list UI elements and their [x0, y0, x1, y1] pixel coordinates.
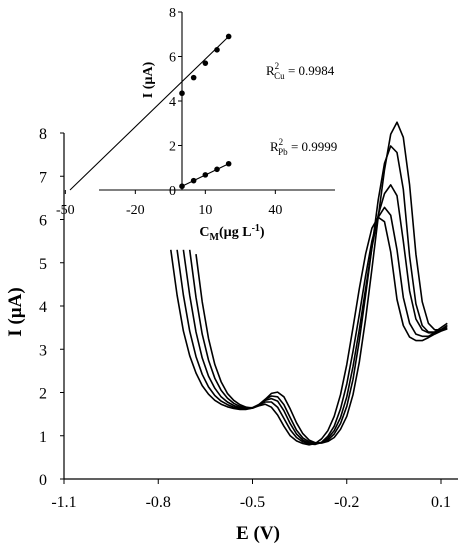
voltammogram-curve-5 — [170, 216, 448, 446]
main-y-tick-label: 8 — [39, 126, 47, 143]
main-y-tick-label: 5 — [39, 256, 47, 273]
inset-x-tick-label: -20 — [126, 203, 145, 218]
main-y-tick-label: 3 — [39, 342, 47, 359]
main-y-axis-label: I (µA) — [5, 287, 26, 336]
inset-x-label-rest: (µg L — [219, 225, 252, 240]
point-cu — [225, 33, 232, 40]
main-y-tick-label: 7 — [39, 169, 47, 186]
r2-cu-annotation: R2 Cu = 0.9984 — [266, 61, 335, 81]
r2-cu-base: R — [266, 63, 275, 78]
main-x-tick-label: -0.2 — [334, 494, 359, 511]
point-cu — [214, 47, 220, 53]
point-pb — [179, 183, 185, 190]
point-pb — [190, 177, 197, 184]
main-x-tick-label: -0.5 — [240, 494, 265, 511]
inset-x-label-end: ) — [260, 225, 265, 240]
main-y-tick-label: 4 — [39, 299, 47, 316]
r2-cu-value: = 0.9984 — [285, 63, 335, 78]
fit-line-cu — [69, 36, 230, 191]
point-cu — [179, 90, 185, 97]
point-pb — [202, 172, 209, 178]
main-plot: 0 1 2 3 4 5 6 7 8 -1.1 -0.8 -0.5 -0.2 0.1 E (V) I (µ… — [5, 121, 458, 544]
inset-x-label-sub: M — [210, 232, 220, 243]
point-cu — [202, 60, 209, 66]
point-cu — [190, 74, 197, 81]
inset-x-axis-label: CM(µg L-1) — [199, 223, 265, 243]
point-pb — [214, 166, 220, 173]
r2-cu-sub: Cu — [274, 71, 285, 81]
r2-pb-annotation: R2 Pb = 0.9999 — [270, 137, 337, 157]
inset-x-tick-label: -50 — [56, 203, 75, 218]
inset-x-tick-label: 40 — [268, 203, 282, 218]
r2-pb-sup: 2 — [279, 137, 284, 147]
inset-y-tick-label: 4 — [169, 95, 176, 110]
main-x-tick-label: -0.8 — [146, 494, 171, 511]
main-x-tick-label: -1.1 — [51, 494, 76, 511]
main-y-tick-label: 6 — [39, 213, 47, 230]
inset-y-tick-label: 8 — [169, 6, 176, 21]
inset-x-tick-label: 10 — [198, 203, 212, 218]
main-x-tick-label: 0.1 — [431, 494, 451, 511]
inset-y-tick-label: 2 — [169, 140, 176, 155]
r2-pb-value: = 0.9999 — [288, 139, 338, 154]
inset-y-tick-label: 0 — [169, 184, 176, 199]
main-x-axis-label: E (V) — [236, 523, 280, 544]
r2-pb-base: R — [270, 139, 279, 154]
inset-x-label-base: C — [199, 225, 209, 240]
r2-pb-sub: Pb — [278, 147, 288, 157]
point-pb — [225, 160, 232, 167]
inset-background — [100, 4, 340, 204]
inset-plot: 0 2 4 6 8 -50 -20 10 40 I (µA) CM(µg L-1) R2 Cu … — [56, 4, 340, 243]
inset-x-label-sup: -1 — [252, 223, 260, 234]
inset-y-axis-label: I (µA) — [141, 61, 156, 98]
inset-y-tick-label: 6 — [169, 51, 176, 66]
main-y-tick-label: 1 — [39, 429, 47, 446]
main-y-tick-label: 2 — [39, 386, 47, 403]
main-y-tick-label: 0 — [39, 472, 47, 489]
r2-cu-sup: 2 — [275, 61, 280, 71]
